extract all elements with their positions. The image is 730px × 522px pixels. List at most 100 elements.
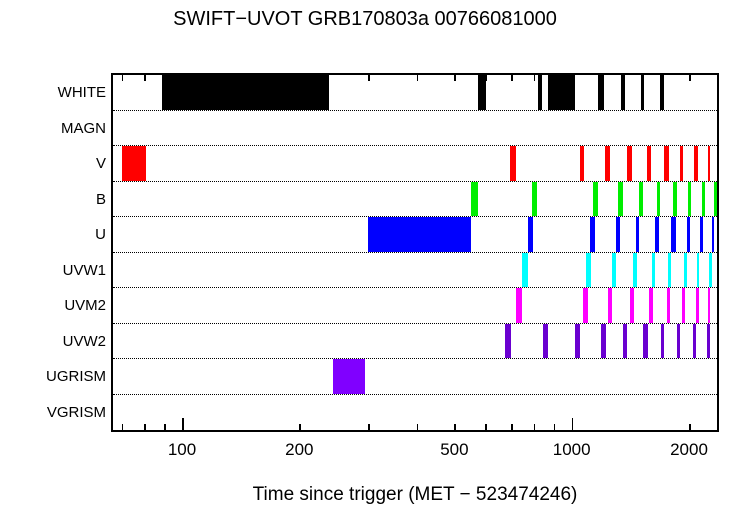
exposure-bar-uvm2 [582, 288, 588, 323]
exposure-bar-white [620, 75, 626, 110]
exposure-bar-b [531, 181, 537, 216]
x-tick-label: 500 [440, 440, 469, 459]
row-label-vgrism: VGRISM [46, 403, 106, 421]
exposure-bar-white [537, 75, 543, 110]
exposure-bar-uvw1 [696, 252, 700, 287]
exposure-bar-b [656, 181, 661, 216]
row-separator-line [113, 216, 717, 217]
exposure-bar-v [693, 146, 698, 181]
exposure-bar-u [671, 217, 676, 252]
exposure-bar-u [686, 217, 690, 252]
exposure-bar-b [592, 181, 598, 216]
exposure-bar-b [687, 181, 691, 216]
exposure-bar-u [615, 217, 620, 252]
x-tick-bottom [182, 418, 184, 430]
row-separator-line [113, 393, 717, 395]
exposure-bar-white [477, 75, 486, 110]
row-label-uvw2: UVW2 [62, 332, 106, 350]
exposure-bar-uvm2 [695, 288, 699, 323]
x-tick-top [164, 75, 166, 81]
exposure-bar-uvw2 [676, 323, 680, 358]
exposure-bar-white [597, 75, 604, 110]
exposure-bar-uvw2 [660, 323, 664, 358]
exposure-bar-uvw1 [683, 252, 687, 287]
exposure-bar-u [635, 217, 640, 252]
x-tick-top [485, 75, 487, 81]
row-separator-line [113, 145, 717, 146]
exposure-bar-v [579, 146, 585, 181]
exposure-bar-b [638, 181, 643, 216]
exposure-bar-v [121, 146, 147, 181]
exposure-bar-uvw2 [574, 323, 580, 358]
exposure-bar-uvw1 [667, 252, 671, 287]
x-tick-top [689, 75, 691, 81]
exposure-bar-uvw1 [611, 252, 616, 287]
exposure-bar-uvw1 [521, 252, 528, 287]
exposure-bar-uvw2 [706, 323, 710, 358]
exposure-bar-uvm2 [648, 288, 653, 323]
x-tick-bottom [454, 424, 456, 430]
row-label-magn: MAGN [61, 119, 106, 137]
row-separator-line [113, 358, 717, 359]
exposure-bar-uvw1 [585, 252, 591, 287]
exposure-bar-uvw1 [651, 252, 655, 287]
exposure-bar-v [679, 146, 683, 181]
x-tick-top [299, 75, 301, 81]
x-tick-top [121, 75, 124, 81]
exposure-bar-v [646, 146, 651, 181]
exposure-bar-u [527, 217, 533, 252]
exposure-bar-v [707, 146, 711, 181]
x-tick-top [368, 75, 370, 81]
exposure-bar-white [640, 75, 645, 110]
exposure-bar-v [664, 146, 669, 181]
x-tick-bottom [689, 424, 691, 430]
x-tick-bottom [164, 424, 166, 430]
row-label-u: U [95, 226, 106, 243]
exposure-bar-uvw1 [632, 252, 637, 287]
exposure-bar-uvw2 [692, 323, 696, 358]
x-tick-bottom [485, 424, 487, 430]
exposure-bar-white [547, 75, 575, 110]
exposure-bar-u [654, 217, 659, 252]
exposure-bar-b [701, 181, 705, 216]
plot-area [111, 73, 719, 432]
exposure-bar-uvw1 [708, 252, 713, 287]
exposure-bar-uvw2 [642, 323, 648, 358]
x-tick-bottom [416, 424, 419, 430]
exposure-bar-ugrism [333, 359, 366, 394]
row-separator-line [113, 180, 717, 182]
x-tick-bottom [368, 424, 370, 430]
exposure-bar-b [672, 181, 677, 216]
x-tick-bottom [121, 424, 124, 430]
x-tick-bottom [571, 418, 574, 430]
row-separator-line [113, 287, 717, 288]
exposure-bar-uvm2 [681, 288, 685, 323]
row-separator-line [113, 251, 717, 253]
row-separator-line [113, 322, 717, 324]
x-tick-label: 2000 [670, 440, 708, 459]
exposure-bar-v [604, 146, 610, 181]
exposure-bar-uvm2 [707, 288, 711, 323]
x-tick-bottom [299, 424, 301, 430]
row-label-ugrism: UGRISM [46, 368, 106, 385]
x-tick-bottom [553, 424, 556, 430]
exposure-bar-u [699, 217, 703, 252]
row-label-b: B [95, 190, 106, 208]
row-label-v: V [95, 155, 106, 172]
x-tick-bottom [144, 424, 146, 430]
x-axis-label: Time since trigger (MET − 523474246) [252, 484, 578, 505]
x-tick-top [571, 75, 574, 87]
exposure-bar-uvm2 [629, 288, 634, 323]
x-tick-top [454, 75, 456, 81]
x-tick-label: 200 [285, 440, 314, 459]
chart-title: SWIFT−UVOT GRB170803a 00766081000 [173, 8, 557, 30]
exposure-bar-b [617, 181, 623, 216]
exposure-bar-uvw2 [504, 323, 511, 358]
x-tick-bottom [533, 424, 536, 430]
exposure-bar-u [368, 217, 471, 252]
x-tick-top [182, 75, 184, 87]
x-tick-top [144, 75, 146, 81]
exposure-bar-white [162, 75, 329, 110]
row-separator-line [113, 109, 717, 111]
